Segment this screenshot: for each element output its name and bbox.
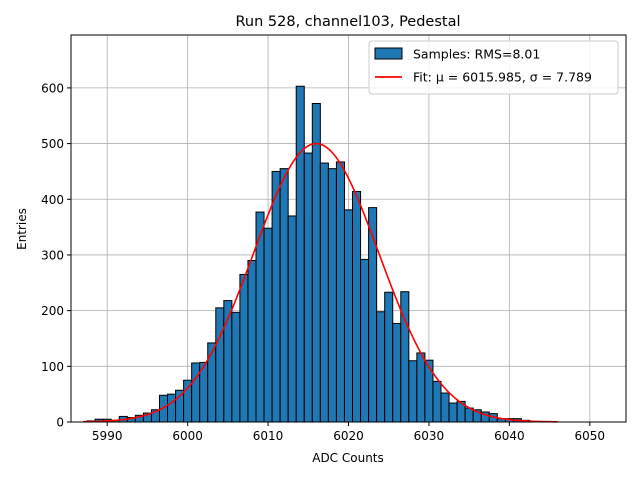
- histogram-bar: [303, 152, 313, 423]
- x-tick-label: 6050: [575, 429, 606, 443]
- legend-label-fit: Fit: μ = 6015.985, σ = 7.789: [413, 70, 592, 85]
- histogram-bar: [440, 392, 450, 423]
- fit-curve-layer: [83, 142, 558, 423]
- histogram-bar: [239, 273, 249, 423]
- histogram-bar: [247, 260, 257, 423]
- histogram-bar: [191, 362, 201, 423]
- histogram-bar: [279, 168, 289, 423]
- x-axis-label: ADC Counts: [312, 451, 384, 465]
- x-axis-ticks: 5990 6000 6010 6020 6030 6040 6050: [92, 422, 605, 443]
- histogram-bar: [319, 162, 329, 423]
- x-tick-label: 6020: [333, 429, 364, 443]
- histogram-bar: [448, 402, 458, 423]
- histogram-bar: [207, 342, 217, 423]
- histogram-bar: [376, 311, 386, 423]
- histogram-bar: [416, 352, 426, 423]
- legend: Samples: RMS=8.01 Fit: μ = 6015.985, σ =…: [368, 40, 619, 95]
- histogram-bar: [408, 360, 418, 423]
- histogram-bar: [343, 209, 354, 423]
- histogram-bar: [287, 215, 297, 423]
- histogram-bar: [352, 190, 362, 423]
- histogram-bar: [384, 291, 394, 423]
- y-tick-label: 100: [41, 360, 64, 374]
- histogram-bar: [368, 207, 378, 423]
- histogram-bar: [335, 161, 345, 423]
- y-tick-label: 400: [41, 193, 64, 207]
- histogram-bar: [360, 258, 370, 423]
- histogram-bar: [311, 102, 321, 423]
- histogram-bar: [175, 389, 185, 423]
- y-tick-label: 500: [41, 137, 64, 151]
- y-tick-label: 600: [41, 81, 64, 95]
- y-tick-label: 0: [56, 416, 64, 430]
- y-axis-label: Entries: [15, 208, 29, 250]
- legend-frame: [368, 40, 619, 95]
- histogram-bar: [327, 168, 337, 423]
- chart-title: Run 528, channel103, Pedestal: [235, 14, 460, 30]
- histogram-bar: [231, 311, 241, 423]
- x-tick-label: 6000: [172, 429, 203, 443]
- x-tick-label: 6030: [414, 429, 445, 443]
- y-axis-ticks: 0 100 200 300 400 500 600: [41, 81, 71, 430]
- histogram-bar: [167, 393, 177, 423]
- histogram-bar: [215, 307, 225, 423]
- histogram-bar: [432, 380, 442, 423]
- histogram-bar: [263, 227, 273, 423]
- legend-swatch-samples: [374, 47, 403, 60]
- histogram-bar: [183, 379, 193, 423]
- fit-curve: [83, 142, 558, 423]
- histogram-bar: [392, 322, 402, 423]
- y-tick-label: 300: [41, 248, 64, 262]
- x-tick-label: 6010: [253, 429, 284, 443]
- y-tick-label: 200: [41, 304, 64, 318]
- histogram-bar: [424, 359, 434, 423]
- x-tick-label: 6040: [494, 429, 525, 443]
- histogram-bar: [271, 170, 281, 423]
- histogram-bars: [86, 85, 555, 423]
- x-tick-label: 5990: [92, 429, 123, 443]
- legend-label-samples: Samples: RMS=8.01: [413, 47, 540, 62]
- histogram-bar: [295, 85, 305, 423]
